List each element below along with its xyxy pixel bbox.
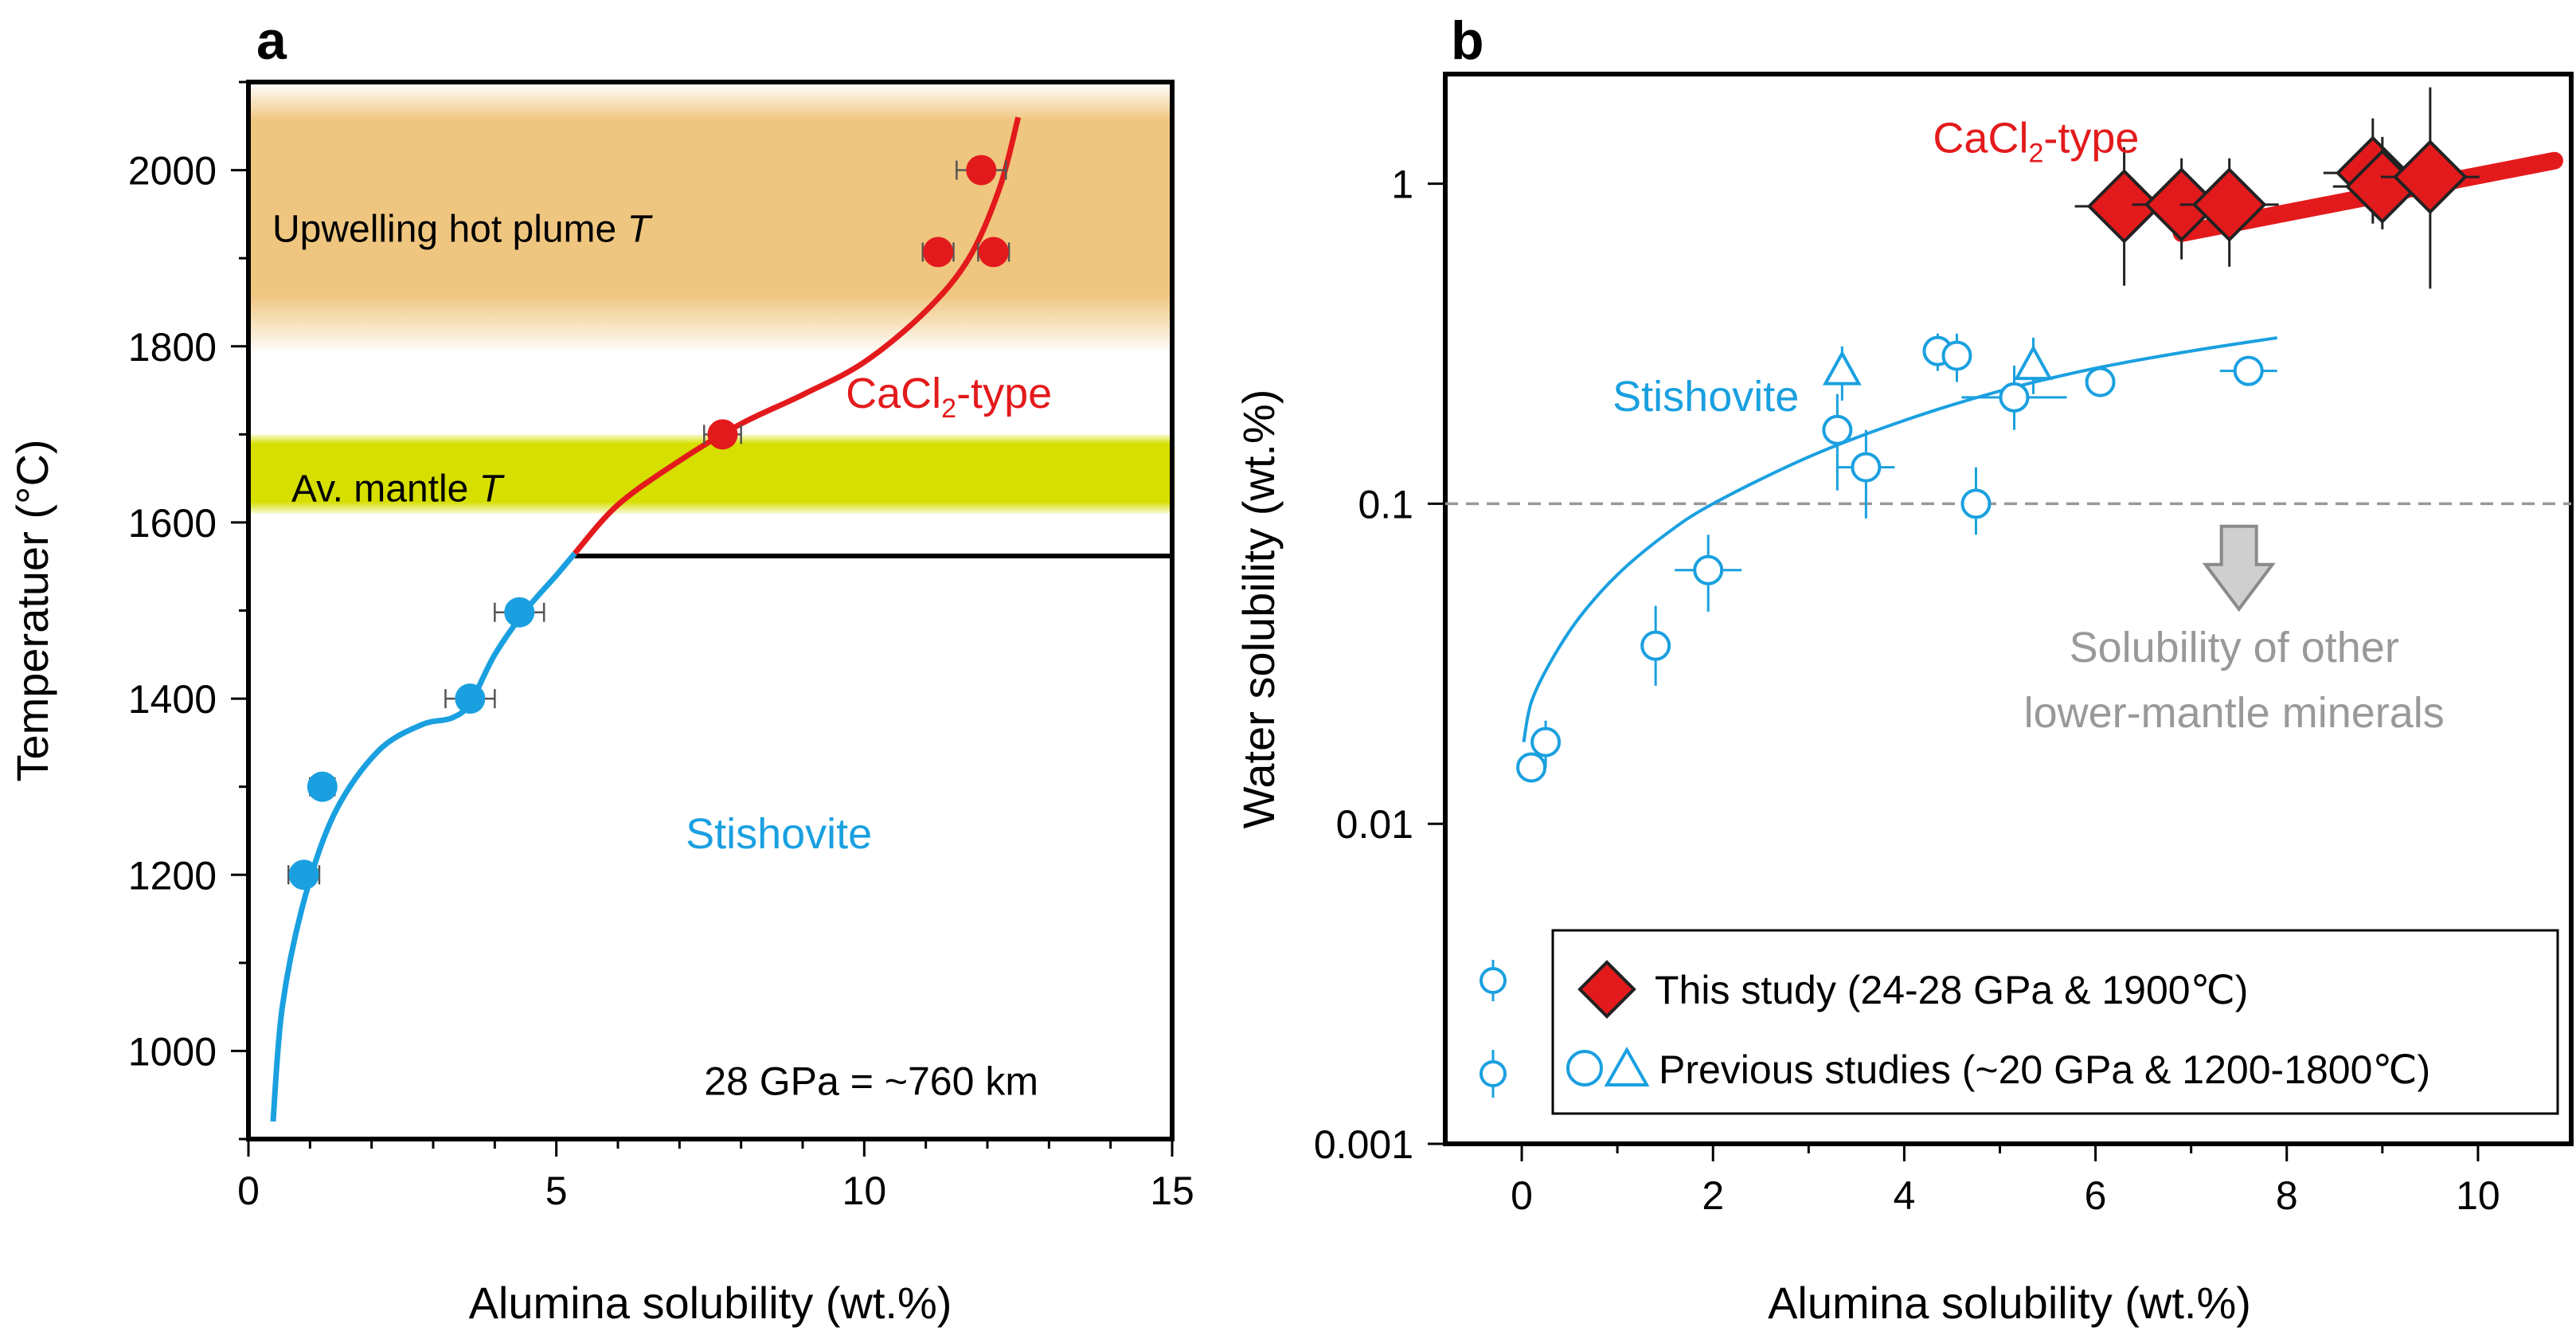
previous-study-circle-point	[1941, 340, 1972, 371]
previous-study-circle-point	[1693, 554, 1724, 585]
stishovite-point	[504, 597, 535, 628]
y-tick-label-a: 1800	[128, 325, 217, 370]
stishovite-point	[288, 859, 319, 891]
cacl2-point	[966, 155, 997, 186]
x-tick-label-a: 10	[842, 1169, 887, 1213]
x-tick-label-b: 2	[1702, 1173, 1724, 1218]
down-arrow-icon	[2202, 524, 2276, 613]
y-tick-label-b: 0.001	[1314, 1122, 1413, 1167]
previous-study-circle-point	[1822, 414, 1853, 445]
legend-markers	[1480, 960, 1650, 1098]
this-study-diamond-point	[2086, 169, 2162, 244]
other-minerals-label-line1: Solubility of other	[2070, 624, 2399, 671]
legend-triangle-marker	[1604, 1046, 1650, 1086]
panel-b: b 0 2 4 6 8 10 0.001 0.01 0.1 1 Stishovite CaCl2-…	[1233, 10, 2574, 1328]
cacl2-point	[707, 419, 738, 450]
stishovite-point	[455, 683, 486, 714]
mantle-band-label: Av. mantle T	[291, 468, 506, 511]
y-tick-label-b: 0.01	[1336, 802, 1413, 847]
mantle-temperature-band	[248, 434, 1172, 514]
y-tick-label-a: 1600	[128, 501, 217, 546]
cacl2-curve	[573, 116, 1022, 555]
tick-labels-b: 0 2 4 6 8 10 0.001 0.01 0.1 1	[1314, 162, 2500, 1218]
stishovite-label-a: Stishovite	[686, 810, 872, 858]
legend-entry-previous-studies: Previous studies (~20 GPa & 1200-1800℃)	[1659, 1047, 2430, 1092]
y-tick-label-a: 2000	[128, 149, 217, 194]
plot-frame-b	[1443, 72, 2574, 1146]
this-study-points	[2074, 87, 2480, 289]
panel-a: a Upwelling hot plume T Av. mantle T 0 5 1…	[7, 10, 1194, 1328]
previous-studies-points	[1516, 333, 2277, 783]
legend-circle-marker	[1566, 1050, 1603, 1086]
other-minerals-label-line2: lower-mantle minerals	[2024, 689, 2445, 737]
data-points-a	[287, 155, 1010, 891]
legend-side-circle	[1480, 1060, 1507, 1087]
previous-study-triangle-point	[2014, 344, 2053, 381]
legend: This study (24-28 GPa & 1900℃) Previous …	[1480, 929, 2559, 1115]
tick-labels-a: 0 5 10 15 1000 1200 1400 1600 1800 2000	[128, 149, 1194, 1213]
y-tick-label-a: 1000	[128, 1029, 217, 1074]
previous-study-circle-point	[2085, 366, 2116, 397]
previous-study-circle-point	[1516, 752, 1547, 783]
y-tick-label-a: 1200	[128, 853, 217, 898]
x-tick-label-a: 5	[545, 1169, 568, 1213]
x-tick-label-a: 15	[1150, 1169, 1194, 1213]
previous-study-circle-point	[1999, 382, 2030, 413]
previous-study-circle-point	[1851, 452, 1882, 483]
x-tick-label-b: 8	[2276, 1173, 2298, 1218]
legend-box	[1551, 929, 2559, 1115]
this-study-diamond-point	[2191, 167, 2267, 242]
previous-study-circle-point	[1960, 488, 1992, 519]
previous-study-triangle-point	[1822, 350, 1862, 386]
cacl2-point	[978, 237, 1009, 268]
panel-label-b: b	[1451, 10, 1484, 71]
previous-study-circle-point	[1640, 630, 1671, 661]
previous-study-circle-point	[1530, 726, 1562, 758]
this-study-diamond-point	[2393, 139, 2468, 214]
stishovite-curve	[270, 551, 577, 1122]
panel-label-a: a	[256, 10, 287, 71]
previous-study-circle-point	[2233, 355, 2264, 386]
x-tick-label-b: 4	[1894, 1173, 1916, 1218]
plume-band-label: Upwelling hot plume T	[272, 208, 654, 250]
y-axis-label-b: Water solubility (wt.%)	[1233, 390, 1284, 829]
y-axis-label-a: Temperatuer (°C)	[7, 439, 57, 781]
x-tick-label-a: 0	[237, 1169, 260, 1213]
stishovite-point	[307, 771, 338, 802]
y-tick-label-b: 0.1	[1358, 482, 1413, 527]
x-axis-label-a: Alumina solubility (wt.%)	[469, 1278, 952, 1328]
cacl2-label-b: CaCl2-type	[1933, 115, 2139, 169]
cacl2-label-a: CaCl2-type	[846, 370, 1052, 424]
legend-side-circle	[1480, 967, 1507, 994]
axis-ticks-a	[231, 80, 1174, 1157]
cacl2-point	[923, 237, 954, 268]
y-tick-label-a: 1400	[128, 677, 217, 722]
stishovite-label-b: Stishovite	[1612, 373, 1799, 421]
x-tick-label-b: 0	[1511, 1173, 1533, 1218]
previous-studies-fit	[1522, 336, 2278, 743]
pressure-depth-label: 28 GPa = ~760 km	[704, 1059, 1038, 1104]
x-tick-label-b: 6	[2085, 1173, 2107, 1218]
y-tick-label-b: 1	[1391, 162, 1413, 207]
x-axis-label-b: Alumina solubility (wt.%)	[1768, 1278, 2251, 1328]
legend-entry-this-study: This study (24-28 GPa & 1900℃)	[1655, 968, 2248, 1012]
x-tick-label-b: 10	[2456, 1173, 2500, 1218]
axis-ticks-b	[1428, 182, 2480, 1161]
legend-diamond-marker	[1577, 960, 1636, 1019]
